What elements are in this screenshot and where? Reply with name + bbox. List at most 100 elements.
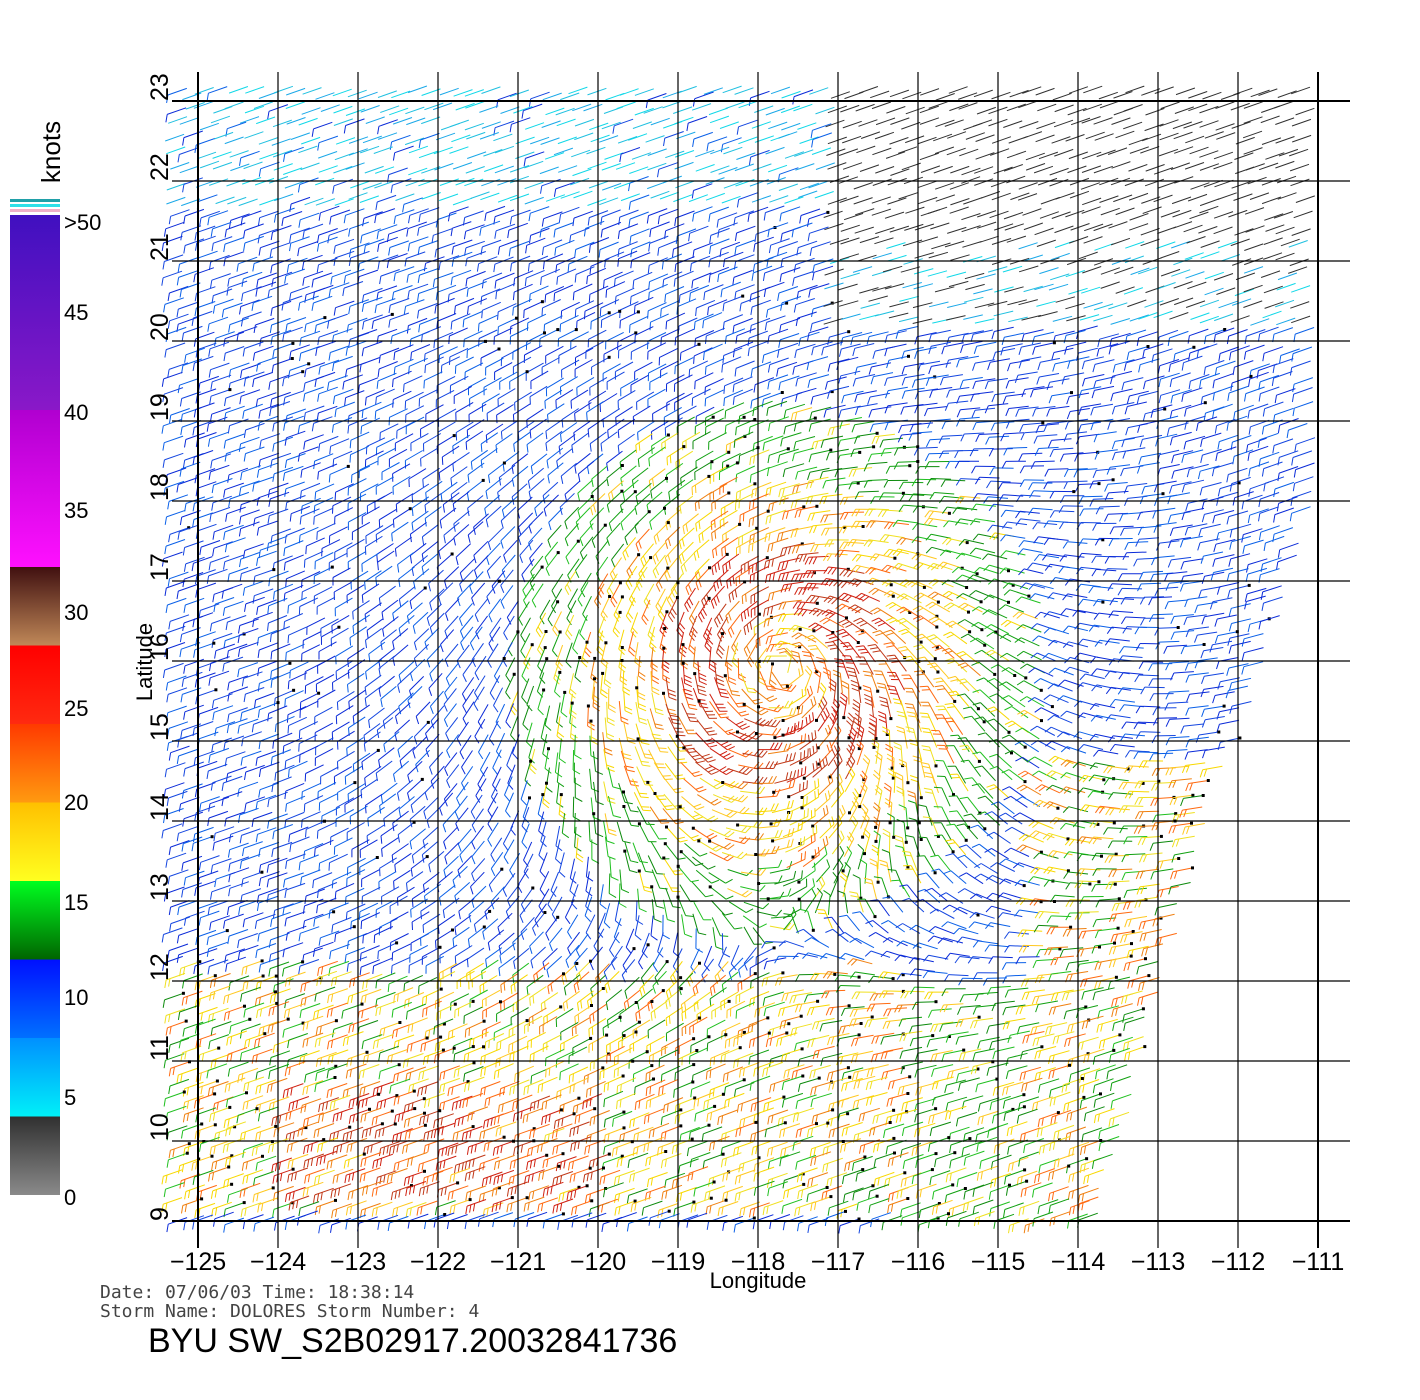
wind-barb-feather bbox=[624, 537, 628, 546]
wind-barb-feather bbox=[484, 508, 487, 517]
wind-barb bbox=[1034, 342, 1055, 348]
wind-barb-feather bbox=[574, 465, 577, 474]
wind-barb-feather bbox=[793, 441, 797, 450]
wind-barb bbox=[678, 405, 697, 416]
rain-flag bbox=[1041, 421, 1045, 425]
wind-barb bbox=[1129, 314, 1149, 322]
wind-barb bbox=[727, 613, 741, 631]
wind-barb bbox=[780, 317, 801, 326]
wind-barb-feather bbox=[717, 634, 723, 642]
wind-barb bbox=[599, 197, 619, 206]
wind-barb bbox=[395, 209, 415, 217]
wind-barb bbox=[812, 523, 833, 527]
wind-barb bbox=[739, 505, 759, 516]
wind-barb bbox=[724, 389, 744, 399]
wind-barb bbox=[589, 210, 609, 219]
wind-barb bbox=[275, 207, 295, 216]
wind-barb-feather bbox=[445, 613, 449, 621]
wind-barb bbox=[931, 329, 951, 335]
wind-barb-feather bbox=[600, 443, 603, 452]
wind-barb bbox=[1290, 301, 1310, 309]
wind-barb-feather bbox=[924, 461, 930, 469]
wind-barb bbox=[884, 534, 905, 539]
wind-barb bbox=[829, 385, 850, 392]
wind-barb-feather bbox=[258, 247, 261, 256]
wind-barb-feather bbox=[318, 212, 321, 221]
wind-barb bbox=[1262, 310, 1282, 319]
wind-barb bbox=[1064, 372, 1085, 378]
wind-barb bbox=[273, 436, 294, 445]
wind-barb-feather bbox=[692, 138, 695, 147]
wind-barb bbox=[1082, 103, 1103, 112]
wind-barb-feather bbox=[1139, 496, 1144, 505]
wind-barb bbox=[575, 266, 595, 275]
wind-barb bbox=[315, 198, 335, 206]
wind-barb-feather bbox=[960, 345, 964, 354]
wind-barb bbox=[289, 363, 309, 371]
wind-barb bbox=[679, 286, 699, 296]
wind-barb-feather bbox=[777, 573, 781, 582]
wind-barb-feather bbox=[697, 570, 701, 579]
wind-barb bbox=[632, 121, 652, 129]
wind-barb-feather bbox=[479, 227, 482, 236]
wind-barb-feather bbox=[695, 307, 697, 317]
wind-barb-feather bbox=[724, 546, 727, 555]
wind-barb bbox=[448, 286, 468, 295]
wind-barb bbox=[285, 554, 304, 563]
wind-barb bbox=[980, 191, 1001, 199]
wind-barb bbox=[1035, 406, 1056, 410]
wind-barb-feather bbox=[839, 541, 845, 549]
wind-barb bbox=[673, 241, 693, 250]
wind-barb bbox=[667, 597, 678, 616]
wind-barb bbox=[1291, 315, 1311, 324]
wind-barb-feather bbox=[480, 443, 483, 452]
wind-barb-feather bbox=[946, 390, 950, 398]
wind-barb bbox=[178, 270, 198, 278]
wind-barb bbox=[459, 569, 474, 585]
wind-barb bbox=[229, 566, 249, 575]
wind-barb bbox=[897, 519, 918, 524]
wind-barb-feather bbox=[1096, 348, 1100, 357]
wind-barb-feather bbox=[577, 599, 583, 607]
wind-barb bbox=[1246, 329, 1266, 337]
wind-barb bbox=[1189, 328, 1209, 337]
rain-flag bbox=[753, 418, 757, 421]
rain-flag bbox=[707, 596, 711, 600]
wind-barb-feather bbox=[327, 235, 330, 244]
wind-barb bbox=[253, 371, 273, 380]
rain-flag bbox=[735, 461, 739, 465]
wind-barb-feather bbox=[620, 522, 624, 531]
wind-barb bbox=[719, 462, 738, 473]
wind-barb-feather bbox=[703, 597, 708, 606]
wind-barb bbox=[529, 285, 549, 295]
wind-barb bbox=[902, 239, 923, 247]
wind-barb bbox=[580, 536, 594, 553]
wind-barb-feather bbox=[887, 592, 895, 598]
wind-barb bbox=[962, 241, 982, 248]
wind-barb bbox=[918, 236, 939, 244]
wind-barb bbox=[362, 401, 382, 411]
wind-barb bbox=[1199, 163, 1220, 171]
wind-barb-feather bbox=[824, 539, 830, 548]
wind-barb-feather bbox=[910, 581, 918, 588]
rain-flag bbox=[901, 491, 905, 495]
wind-barb bbox=[809, 226, 829, 234]
wind-barb-feather bbox=[1141, 486, 1145, 495]
rain-flag bbox=[755, 526, 759, 530]
wind-barb-feather bbox=[165, 333, 168, 342]
wind-barb bbox=[673, 106, 693, 114]
wind-barb bbox=[664, 406, 682, 418]
wind-barb bbox=[195, 180, 216, 188]
wind-barb bbox=[857, 554, 878, 559]
wind-barb-feather bbox=[555, 264, 558, 273]
wind-barb bbox=[363, 296, 383, 305]
wind-barb bbox=[960, 495, 981, 499]
wind-barb bbox=[649, 273, 669, 283]
wind-barb-feather bbox=[268, 578, 271, 587]
wind-barb-feather bbox=[406, 615, 410, 624]
wind-barb bbox=[411, 344, 431, 353]
wind-barb-feather bbox=[782, 469, 786, 478]
wind-barb-feather bbox=[210, 228, 213, 237]
wind-barb bbox=[304, 386, 324, 395]
wind-barb-feather bbox=[1204, 336, 1207, 345]
